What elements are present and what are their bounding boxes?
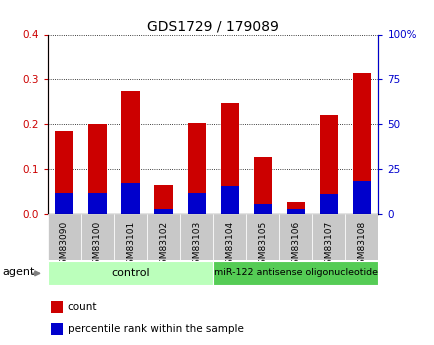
Text: GSM83105: GSM83105 xyxy=(258,221,266,270)
Bar xyxy=(352,73,370,214)
Bar xyxy=(154,209,172,214)
Bar xyxy=(213,214,246,260)
Bar xyxy=(55,131,73,214)
Text: GSM83101: GSM83101 xyxy=(126,221,135,270)
Bar xyxy=(352,181,370,214)
Text: GSM83090: GSM83090 xyxy=(60,221,69,270)
Bar xyxy=(279,214,312,260)
Text: GSM83107: GSM83107 xyxy=(324,221,332,270)
Text: control: control xyxy=(111,268,149,278)
Bar xyxy=(286,209,304,214)
Text: agent: agent xyxy=(3,267,35,277)
Bar xyxy=(187,123,205,214)
Text: GSM83108: GSM83108 xyxy=(357,221,365,270)
Bar xyxy=(220,103,238,214)
Bar xyxy=(213,261,378,285)
Bar xyxy=(114,214,147,260)
Text: percentile rank within the sample: percentile rank within the sample xyxy=(68,324,243,334)
Bar xyxy=(345,214,378,260)
Bar xyxy=(180,214,213,260)
Title: GDS1729 / 179089: GDS1729 / 179089 xyxy=(147,19,279,33)
Text: GSM83102: GSM83102 xyxy=(159,221,168,270)
Bar xyxy=(154,185,172,214)
Bar xyxy=(121,184,139,214)
Bar xyxy=(88,193,106,214)
Bar xyxy=(81,214,114,260)
Bar xyxy=(319,194,337,214)
Bar xyxy=(286,202,304,214)
Bar xyxy=(246,214,279,260)
Bar xyxy=(51,301,62,313)
Bar xyxy=(51,323,62,335)
Text: GSM83106: GSM83106 xyxy=(291,221,299,270)
Bar xyxy=(253,204,271,214)
Text: count: count xyxy=(68,302,97,312)
Bar xyxy=(55,193,73,214)
Text: GSM83104: GSM83104 xyxy=(225,221,233,270)
Bar xyxy=(88,124,106,214)
Bar xyxy=(147,214,180,260)
Bar xyxy=(121,91,139,214)
Bar xyxy=(220,186,238,214)
Text: GSM83103: GSM83103 xyxy=(192,221,201,270)
Text: GSM83100: GSM83100 xyxy=(93,221,102,270)
Bar xyxy=(312,214,345,260)
Bar xyxy=(319,115,337,214)
Bar xyxy=(253,157,271,214)
Bar xyxy=(187,193,205,214)
Text: miR-122 antisense oligonucleotide: miR-122 antisense oligonucleotide xyxy=(213,268,377,277)
Bar xyxy=(48,261,213,285)
Bar xyxy=(48,214,81,260)
